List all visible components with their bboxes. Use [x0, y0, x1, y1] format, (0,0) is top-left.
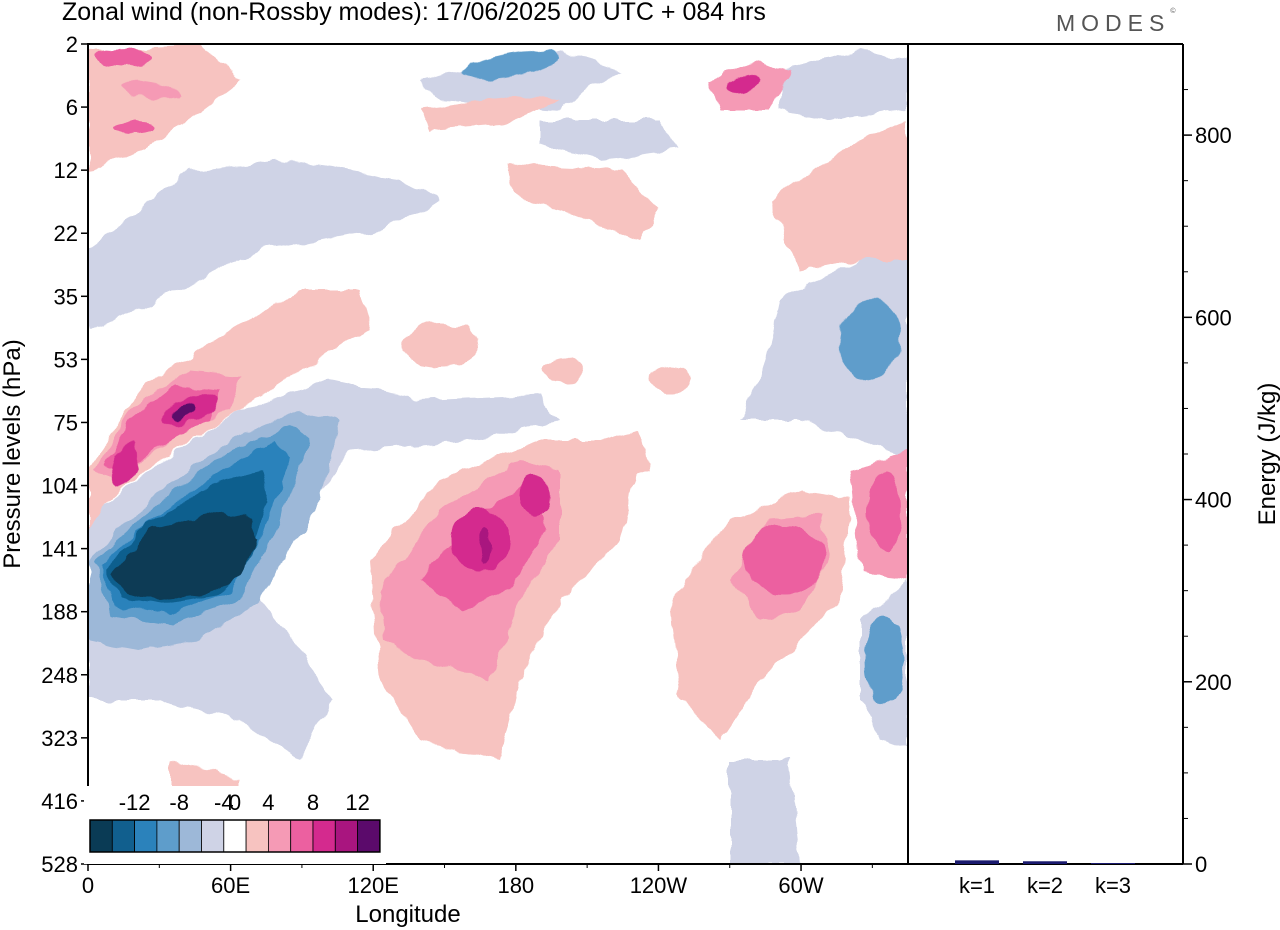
colorbar-tick-label: 8	[307, 790, 319, 815]
contour-positive	[170, 406, 194, 420]
contour-positive	[600, 430, 650, 480]
contour-negative	[730, 760, 800, 864]
y-tick-label: 2	[66, 32, 78, 57]
contour-positive	[510, 165, 660, 240]
y-tick-label: 6	[66, 95, 78, 120]
contour-negative	[420, 50, 620, 110]
logo-text: MODES	[1056, 10, 1171, 36]
colorbar-swatch	[312, 819, 336, 853]
y-tick-label: 12	[54, 158, 78, 183]
contour-negative	[740, 240, 908, 460]
colorbar-swatch	[290, 819, 314, 853]
colorbar-tick-label: 4	[262, 790, 274, 815]
x-tick-label: 180	[497, 873, 534, 898]
contour-negative	[839, 300, 901, 380]
contour-positive	[727, 75, 763, 95]
colorbar-swatch	[357, 819, 381, 853]
bar-category-label: k=2	[1027, 873, 1063, 898]
colorbar-swatch	[134, 819, 158, 853]
y-tick-label: 104	[41, 474, 78, 499]
colorbar-swatch	[334, 819, 358, 853]
colorbar-frame	[89, 819, 381, 853]
contour-positive	[420, 95, 560, 130]
colorbar-swatch	[267, 819, 292, 853]
y-tick-label: 416	[41, 789, 78, 814]
contour-negative	[460, 50, 560, 80]
colorbar-swatch	[156, 819, 180, 853]
contour-positive	[95, 47, 155, 67]
x-axis-label: Longitude	[355, 901, 460, 928]
energy-tick-label: 200	[1195, 670, 1232, 695]
contour-negative	[540, 120, 680, 160]
colorbar-swatch	[111, 819, 136, 853]
colorbar-tick-label: 12	[345, 790, 369, 815]
contour-negative	[780, 50, 908, 120]
contour-positive	[110, 441, 140, 489]
colorbar-tick-label: 0	[229, 790, 241, 815]
contour-negative	[112, 513, 258, 600]
y-axis-label: Pressure levels (hPa)	[0, 339, 26, 568]
colorbar-swatch	[89, 819, 113, 853]
colorbar-tick-label: -12	[119, 790, 151, 815]
y-tick-label: 188	[41, 600, 78, 625]
energy-tick-label: 400	[1195, 488, 1232, 513]
y-tick-label: 323	[41, 726, 78, 751]
x-tick-label: 120W	[630, 873, 688, 898]
bar-category-label: k=1	[959, 873, 995, 898]
chart-title: Zonal wind (non-Rossby modes): 17/06/202…	[62, 0, 766, 26]
x-tick-label: 120E	[348, 873, 399, 898]
x-tick-label: 0	[82, 873, 94, 898]
energy-axis-label: Energy (J/kg)	[1254, 383, 1280, 526]
colorbar-tick-label: -4	[214, 790, 234, 815]
contour-positive	[520, 475, 550, 515]
y-tick-label: 53	[54, 347, 78, 372]
y-tick-label: 22	[54, 221, 78, 246]
x-tick-label: 60W	[778, 873, 823, 898]
colorbar-swatch	[178, 819, 202, 853]
y-tick-label: 141	[41, 537, 78, 562]
plot-frame	[87, 43, 909, 865]
y-tick-label: 75	[54, 410, 78, 435]
colorbar-tick-label: -8	[169, 790, 189, 815]
contour-positive	[745, 525, 825, 595]
modes-logo: MODES©	[1056, 8, 1176, 36]
contour-positive	[115, 121, 155, 133]
contour-negative	[88, 160, 440, 330]
contour-positive	[869, 470, 901, 550]
energy-tick-label: 600	[1195, 305, 1232, 330]
y-tick-label: 248	[41, 663, 78, 688]
y-tick-label: 35	[54, 284, 78, 309]
contour-positive	[650, 368, 690, 392]
colorbar: -12 -8 -40 4 8 12	[84, 786, 386, 864]
energy-tick-label: 0	[1195, 852, 1207, 877]
contour-positive	[770, 120, 908, 270]
zonal-wind-field	[88, 45, 908, 864]
contour-positive	[545, 358, 585, 382]
contour-positive	[120, 80, 180, 100]
colorbar-swatch	[245, 819, 269, 853]
energy-bar	[1091, 863, 1135, 864]
bar-category-label: k=3	[1095, 873, 1131, 898]
energy-bar	[955, 860, 999, 864]
contour-positive	[88, 45, 240, 170]
contour-negative	[865, 615, 905, 705]
energy-bar-panel: 0 200 400 600 800 Energy (J/kg) k=1 k=2 k=3	[955, 89, 1280, 898]
contour-positive	[400, 323, 480, 367]
contour-positive	[479, 527, 491, 563]
colorbar-swatch	[201, 819, 225, 853]
energy-bar	[1023, 861, 1067, 864]
energy-tick-label: 800	[1195, 123, 1232, 148]
colorbar-swatch	[223, 819, 247, 853]
x-tick-label: 60E	[211, 873, 250, 898]
y-tick-label: 528	[41, 852, 78, 877]
